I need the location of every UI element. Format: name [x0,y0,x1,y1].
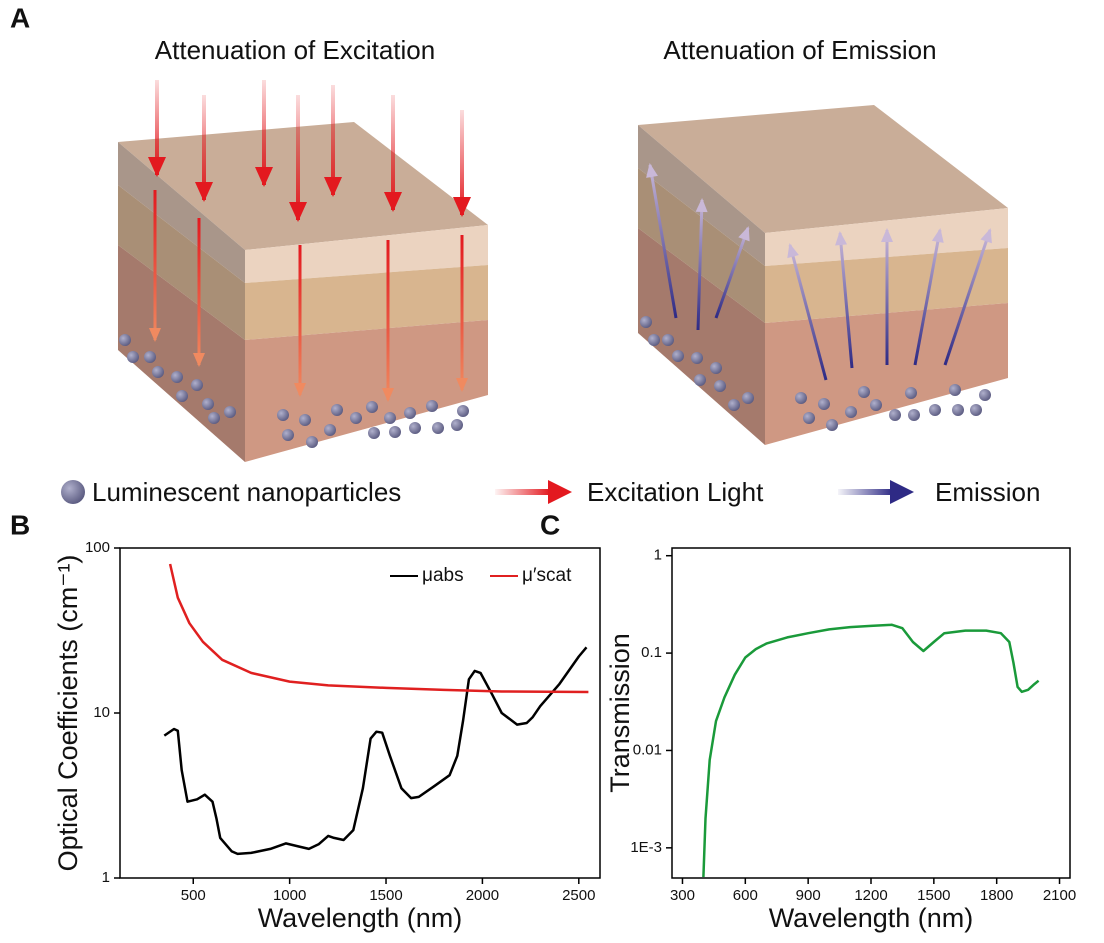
nanoparticle [949,384,961,396]
x-tick-label: 2000 [466,887,499,904]
nanoparticle [127,351,139,363]
legend-particle [61,480,85,504]
x-tick-label: 2500 [562,887,595,904]
nanoparticle [331,404,343,416]
nanoparticle [432,422,444,434]
nanoparticle [144,351,156,363]
nanoparticle [710,362,722,374]
nanoparticle [742,392,754,404]
legend-arrow-head [890,480,914,504]
nanoparticle [672,350,684,362]
x-tick-label: 1500 [369,887,402,904]
nanoparticle [176,390,188,402]
x-axis-label: Wavelength (nm) [258,903,463,933]
legend-arrow-head [548,480,572,504]
figure: A Attenuation of Excitation Attenuation … [0,0,1104,943]
x-tick-label: 500 [181,887,206,904]
nanoparticle [208,412,220,424]
nanoparticle [889,409,901,421]
nanoparticle [640,316,652,328]
nanoparticle [803,412,815,424]
legend-arrow [838,489,893,495]
panel-title: Attenuation of Emission [663,35,936,65]
y-axis-label: Optical Coefficients (cm⁻¹) [53,555,83,872]
nanoparticle [389,426,401,438]
illustration [118,80,1008,462]
nanoparticle [929,404,941,416]
nanoparticle [908,409,920,421]
data-line [164,647,586,854]
plot-frame [672,548,1070,878]
nanoparticle [952,404,964,416]
nanoparticle [845,406,857,418]
block-front-layer [245,320,488,462]
nanoparticle [970,404,982,416]
y-tick-label: 10 [93,704,110,721]
nanoparticle [152,366,164,378]
nanoparticle [404,407,416,419]
nanoparticle [277,409,289,421]
x-tick-label: 2100 [1043,887,1076,904]
nanoparticle [905,387,917,399]
nanoparticle [858,386,870,398]
legend-label: Emission [935,477,1040,507]
nanoparticle [299,414,311,426]
legend-arrow [495,489,550,495]
nanoparticle [662,334,674,346]
nanoparticle [384,412,396,424]
x-tick-label: 1000 [273,887,306,904]
nanoparticle [282,429,294,441]
nanoparticle [870,399,882,411]
nanoparticle [694,374,706,386]
nanoparticle [119,334,131,346]
panel-label: B [10,509,30,540]
nanoparticle [366,401,378,413]
x-tick-label: 1500 [917,887,950,904]
nanoparticle [714,380,726,392]
panel-title: Attenuation of Excitation [155,35,435,65]
legend-label: Excitation Light [587,477,764,507]
y-tick-label: 1E-3 [630,839,662,856]
nanoparticle [191,379,203,391]
legend-label: μ′scat [522,565,572,586]
nanoparticle [457,405,469,417]
plot-frame [120,548,600,878]
nanoparticle [979,389,991,401]
nanoparticle [409,422,421,434]
legend-label: Luminescent nanoparticles [92,477,401,507]
panel-label: C [540,509,560,540]
nanoparticle [826,419,838,431]
nanoparticle [795,392,807,404]
y-tick-label: 100 [85,539,110,556]
nanoparticle [324,424,336,436]
x-tick-label: 900 [796,887,821,904]
nanoparticle [691,352,703,364]
nanoparticle [648,334,660,346]
x-tick-label: 600 [733,887,758,904]
y-axis-label: Transmission [605,633,635,793]
nanoparticle [368,427,380,439]
nanoparticle [350,412,362,424]
legend-label: μabs [422,565,464,586]
nanoparticle [224,406,236,418]
x-tick-label: 300 [670,887,695,904]
nanoparticle [818,398,830,410]
panel-label: A [10,2,30,33]
y-tick-label: 1 [654,547,662,564]
y-tick-label: 0.01 [633,741,662,758]
y-tick-label: 0.1 [641,644,662,661]
nanoparticle [202,398,214,410]
data-line [703,625,1038,877]
x-tick-label: 1800 [980,887,1013,904]
nanoparticle [306,436,318,448]
nanoparticle [451,419,463,431]
x-axis-label: Wavelength (nm) [769,903,974,933]
nanoparticle [728,399,740,411]
nanoparticle [426,400,438,412]
nanoparticle [171,371,183,383]
y-tick-label: 1 [102,869,110,886]
x-tick-label: 1200 [854,887,887,904]
